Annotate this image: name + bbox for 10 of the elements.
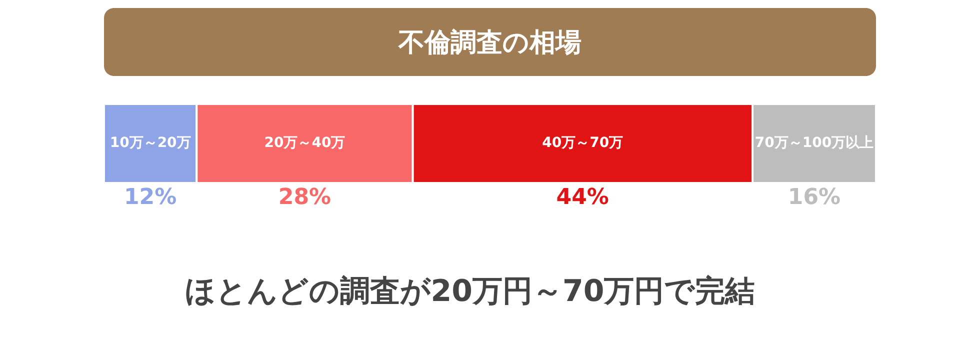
series-label: 40万～70万 xyxy=(542,135,624,151)
data-label: 44% xyxy=(556,185,609,210)
series-label: 20万～40万 xyxy=(264,135,346,151)
chart-title: 不倫調査の相場 xyxy=(398,28,582,58)
text: ほとんどの調査が20万円～70万円で完結 xyxy=(184,274,756,309)
data-label: 28% xyxy=(278,185,332,210)
series-label: 70万～100万以上 xyxy=(754,135,874,151)
series-label: 10万～20万 xyxy=(110,135,191,151)
data-label: 12% xyxy=(124,185,177,210)
data-label: 16% xyxy=(788,185,841,210)
